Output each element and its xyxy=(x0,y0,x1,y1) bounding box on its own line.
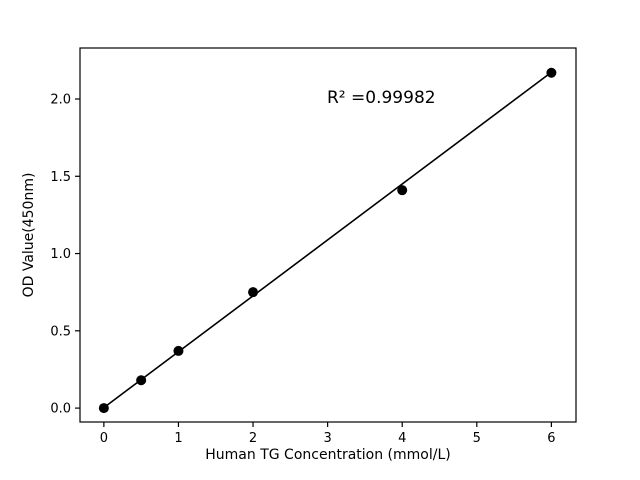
y-tick-label: 0.5 xyxy=(50,324,71,339)
y-tick-label: 2.0 xyxy=(50,93,71,108)
data-point xyxy=(546,67,557,78)
r-squared-annotation: R² =0.99982 xyxy=(327,88,436,108)
x-tick-label: 4 xyxy=(398,431,406,446)
data-point xyxy=(397,185,408,196)
y-tick-label: 0.0 xyxy=(50,402,71,417)
x-tick-label: 1 xyxy=(174,431,182,446)
data-point xyxy=(136,375,147,386)
y-axis-label: OD Value(450nm) xyxy=(21,173,37,298)
plot-border xyxy=(79,47,577,423)
x-axis-label: Human TG Concentration (mmol/L) xyxy=(205,447,450,463)
x-tick-label: 3 xyxy=(323,431,331,446)
x-tick-label: 5 xyxy=(473,431,481,446)
fit-line xyxy=(103,71,552,409)
data-point xyxy=(248,287,259,298)
x-tick-label: 6 xyxy=(547,431,555,446)
x-tick-label: 0 xyxy=(100,431,108,446)
data-point xyxy=(98,403,109,414)
y-tick-label: 1.5 xyxy=(50,170,71,185)
data-point xyxy=(173,345,184,356)
x-tick-label: 2 xyxy=(249,431,257,446)
y-tick-label: 1.0 xyxy=(50,247,71,262)
